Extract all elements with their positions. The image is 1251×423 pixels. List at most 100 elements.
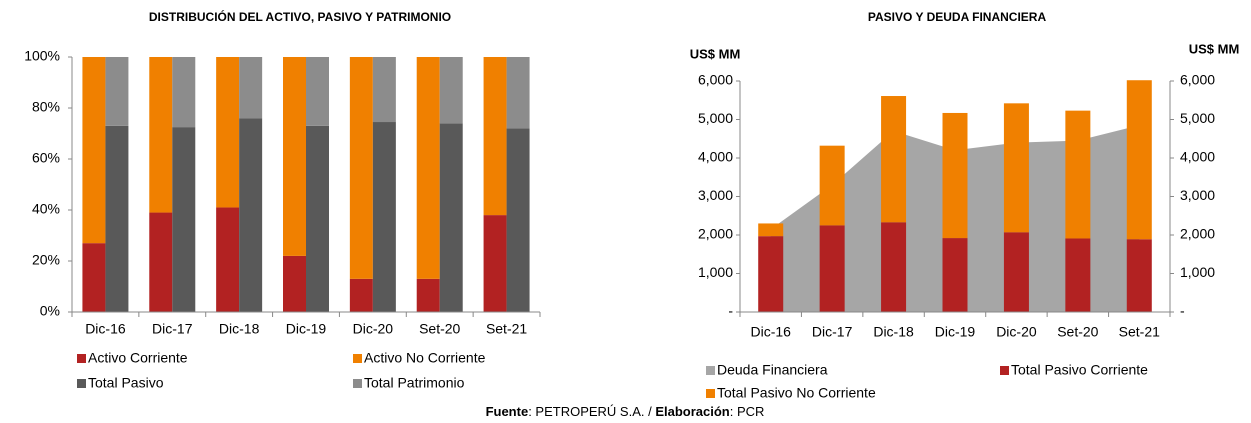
chart-title: PASIVO Y DEUDA FINANCIERA	[868, 10, 1047, 24]
bar-segment	[172, 57, 196, 128]
bar-segment	[439, 123, 463, 312]
bar-segment	[1065, 110, 1091, 239]
bar-segment	[239, 57, 263, 119]
bar-segment	[1003, 232, 1029, 312]
legend-swatch	[706, 389, 715, 398]
legend-label: Deuda Financiera	[717, 362, 828, 378]
y-tick-label: 5,000	[698, 110, 733, 126]
source-note: Fuente: PETROPERÚ S.A. / Elaboración: PC…	[486, 404, 765, 419]
bar-segment	[881, 222, 907, 312]
y2-tick-label: 4,000	[1180, 149, 1215, 165]
y-tick-label: -	[728, 303, 733, 319]
y-tick-label: 4,000	[698, 149, 733, 165]
source-part: Fuente	[486, 404, 529, 419]
bar-segment	[506, 57, 530, 129]
bar-segment	[819, 145, 845, 226]
bar-segment	[758, 223, 784, 237]
x-tick-label: Dic-20	[996, 324, 1037, 340]
bar-segment	[439, 57, 463, 124]
bar-segment	[372, 122, 396, 313]
bar-segment	[172, 127, 196, 312]
bar-segment	[149, 212, 173, 312]
source-part: : PCR	[730, 404, 765, 419]
bar-segment	[105, 57, 129, 126]
bar-segment	[942, 238, 968, 312]
bar-segment	[483, 57, 507, 216]
bar-segment	[1003, 103, 1029, 233]
y-tick-label: 60%	[32, 150, 60, 166]
bar-segment	[283, 255, 306, 312]
y-axis-label: US$ MM	[690, 46, 741, 61]
y2-tick-label: 6,000	[1180, 72, 1215, 88]
bar-segment	[483, 215, 507, 312]
bar-segment	[216, 57, 240, 208]
bar-segment	[82, 57, 106, 244]
x-tick-label: Set-20	[1057, 324, 1098, 340]
bar-segment	[1126, 80, 1152, 240]
bar-segment	[216, 207, 240, 312]
legend-swatch	[353, 354, 362, 363]
y2-tick-label: 5,000	[1180, 110, 1215, 126]
x-tick-label: Dic-18	[219, 321, 260, 337]
bar-segment	[349, 57, 373, 279]
x-tick-label: Dic-19	[935, 324, 976, 340]
legend-swatch	[1000, 366, 1009, 375]
legend-label: Activo No Corriente	[364, 350, 486, 366]
x-tick-label: Set-21	[1119, 324, 1160, 340]
x-tick-label: Set-21	[486, 321, 527, 337]
y-tick-label: 0%	[40, 303, 60, 319]
x-tick-label: Dic-16	[85, 321, 126, 337]
x-tick-label: Dic-20	[353, 321, 394, 337]
y-tick-label: 6,000	[698, 72, 733, 88]
bar-segment	[758, 236, 784, 312]
y2-tick-label: 3,000	[1180, 187, 1215, 203]
bar-segment	[306, 57, 329, 126]
bar-segment	[105, 125, 129, 312]
y-tick-label: 100%	[24, 48, 60, 64]
y2-tick-label: -	[1180, 303, 1185, 319]
x-tick-label: Dic-17	[812, 324, 853, 340]
bar-segment	[82, 243, 106, 312]
y-tick-label: 2,000	[698, 226, 733, 242]
chart-title: DISTRIBUCIÓN DEL ACTIVO, PASIVO Y PATRIM…	[149, 9, 451, 24]
y2-tick-label: 1,000	[1180, 264, 1215, 280]
x-tick-label: Dic-19	[286, 321, 327, 337]
y-tick-label: 40%	[32, 201, 60, 217]
bar-segment	[149, 57, 173, 213]
source-part: : PETROPERÚ S.A. /	[528, 404, 655, 419]
source-part: Elaboración	[655, 404, 729, 419]
y-tick-label: 1,000	[698, 264, 733, 280]
bar-segment	[1065, 238, 1091, 312]
y2-tick-label: 2,000	[1180, 226, 1215, 242]
bar-segment	[306, 125, 329, 312]
y-tick-label: 20%	[32, 252, 60, 268]
legend-label: Activo Corriente	[88, 350, 188, 366]
bar-segment	[881, 96, 907, 223]
x-tick-label: Dic-17	[152, 321, 193, 337]
legend-swatch	[353, 379, 362, 388]
legend-label: Total Pasivo	[88, 375, 164, 391]
x-tick-label: Set-20	[419, 321, 460, 337]
bar-segment	[239, 118, 263, 312]
bar-segment	[283, 57, 306, 256]
bar-segment	[349, 278, 373, 312]
bar-segment	[416, 57, 440, 279]
x-tick-label: Dic-16	[750, 324, 791, 340]
bar-segment	[416, 278, 440, 312]
legend-swatch	[77, 379, 86, 388]
y2-axis-label: US$ MM	[1189, 41, 1240, 56]
y-tick-label: 80%	[32, 99, 60, 115]
y-tick-label: 3,000	[698, 187, 733, 203]
bar-segment	[506, 128, 530, 312]
bar-segment	[819, 225, 845, 312]
bar-segment	[1126, 239, 1152, 312]
legend-label: Total Patrimonio	[364, 375, 465, 391]
bar-segment	[942, 112, 968, 239]
legend-label: Total Pasivo No Corriente	[717, 385, 876, 401]
x-tick-label: Dic-18	[873, 324, 914, 340]
legend-swatch	[77, 354, 86, 363]
bar-segment	[372, 57, 396, 123]
legend-label: Total Pasivo Corriente	[1011, 362, 1148, 378]
legend-swatch	[706, 366, 715, 375]
